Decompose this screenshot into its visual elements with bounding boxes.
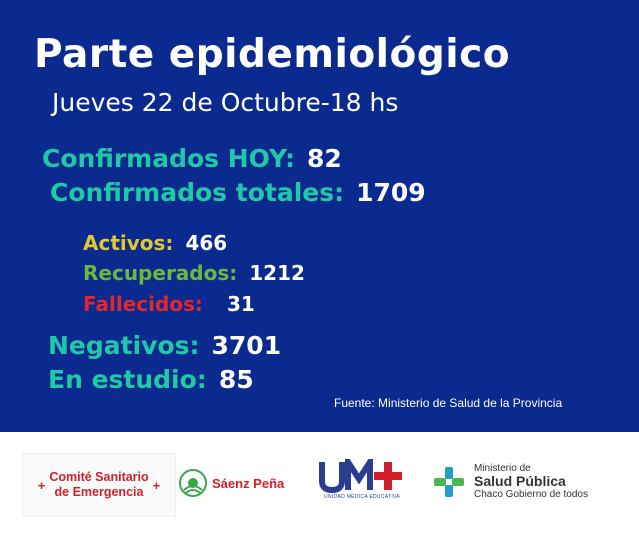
stat-negativos: Negativos: 3701 <box>48 331 281 360</box>
stat-fallecidos: Fallecidos: 31 <box>83 292 255 316</box>
header-panel: Parte epidemiológico Jueves 22 de Octubr… <box>0 0 639 432</box>
page-title: Parte epidemiológico <box>34 32 511 77</box>
stat-value: 31 <box>226 292 255 316</box>
comite-line2: de Emergencia <box>54 485 144 499</box>
red-cross-icon: + <box>37 477 46 493</box>
stat-recuperados: Recuperados: 1212 <box>83 261 305 285</box>
ume-wordmark-icon <box>319 459 402 493</box>
ume-name: UNIDAD MÉDICA EDUCATIVA <box>324 494 400 500</box>
stat-label: Confirmados HOY: <box>42 144 295 173</box>
stat-value: 3701 <box>211 331 282 360</box>
ministerio-line2: Salud Pública <box>474 473 566 489</box>
saenz-pena-name: Sáenz Peña <box>212 475 285 491</box>
stat-value: 1212 <box>249 261 305 285</box>
red-cross-icon: + <box>152 477 161 493</box>
saenz-pena-logo: Sáenz Peña <box>178 468 284 498</box>
ministerio-line1: Ministerio de <box>474 463 531 474</box>
comite-line1: Comité Sanitario <box>49 470 149 484</box>
stat-activos: Activos: 466 <box>83 231 227 255</box>
stat-value: 1709 <box>356 178 426 207</box>
sun-emblem-icon <box>179 469 207 497</box>
report-date: Jueves 22 de Octubre-18 hs <box>52 88 399 117</box>
stat-label: Fallecidos: <box>83 292 203 316</box>
source-note: Fuente: Ministerio de Salud de la Provin… <box>334 396 563 410</box>
stat-value: 85 <box>218 365 254 394</box>
stat-value: 82 <box>306 144 342 173</box>
stat-label: En estudio: <box>48 365 207 394</box>
stat-en-estudio: En estudio: 85 <box>48 365 254 394</box>
stat-value: 466 <box>185 231 228 255</box>
stat-confirmados-totales: Confirmados totales: 1709 <box>50 178 426 207</box>
ministerio-line3: Chaco Gobierno de todos <box>474 489 588 500</box>
stat-label: Recuperados: <box>83 261 238 285</box>
comite-sanitario-logo: + Comité Sanitario de Emergencia + <box>22 453 176 517</box>
stat-label: Activos: <box>83 231 174 255</box>
stat-label: Negativos: <box>48 331 200 360</box>
stat-confirmados-hoy: Confirmados HOY: 82 <box>42 144 342 173</box>
health-cross-icon <box>434 466 464 497</box>
stat-label: Confirmados totales: <box>50 178 345 207</box>
ume-logo: UNIDAD MÉDICA EDUCATIVA <box>318 459 406 500</box>
ministerio-salud-logo: Ministerio de Salud Pública Chaco Gobier… <box>432 462 588 501</box>
